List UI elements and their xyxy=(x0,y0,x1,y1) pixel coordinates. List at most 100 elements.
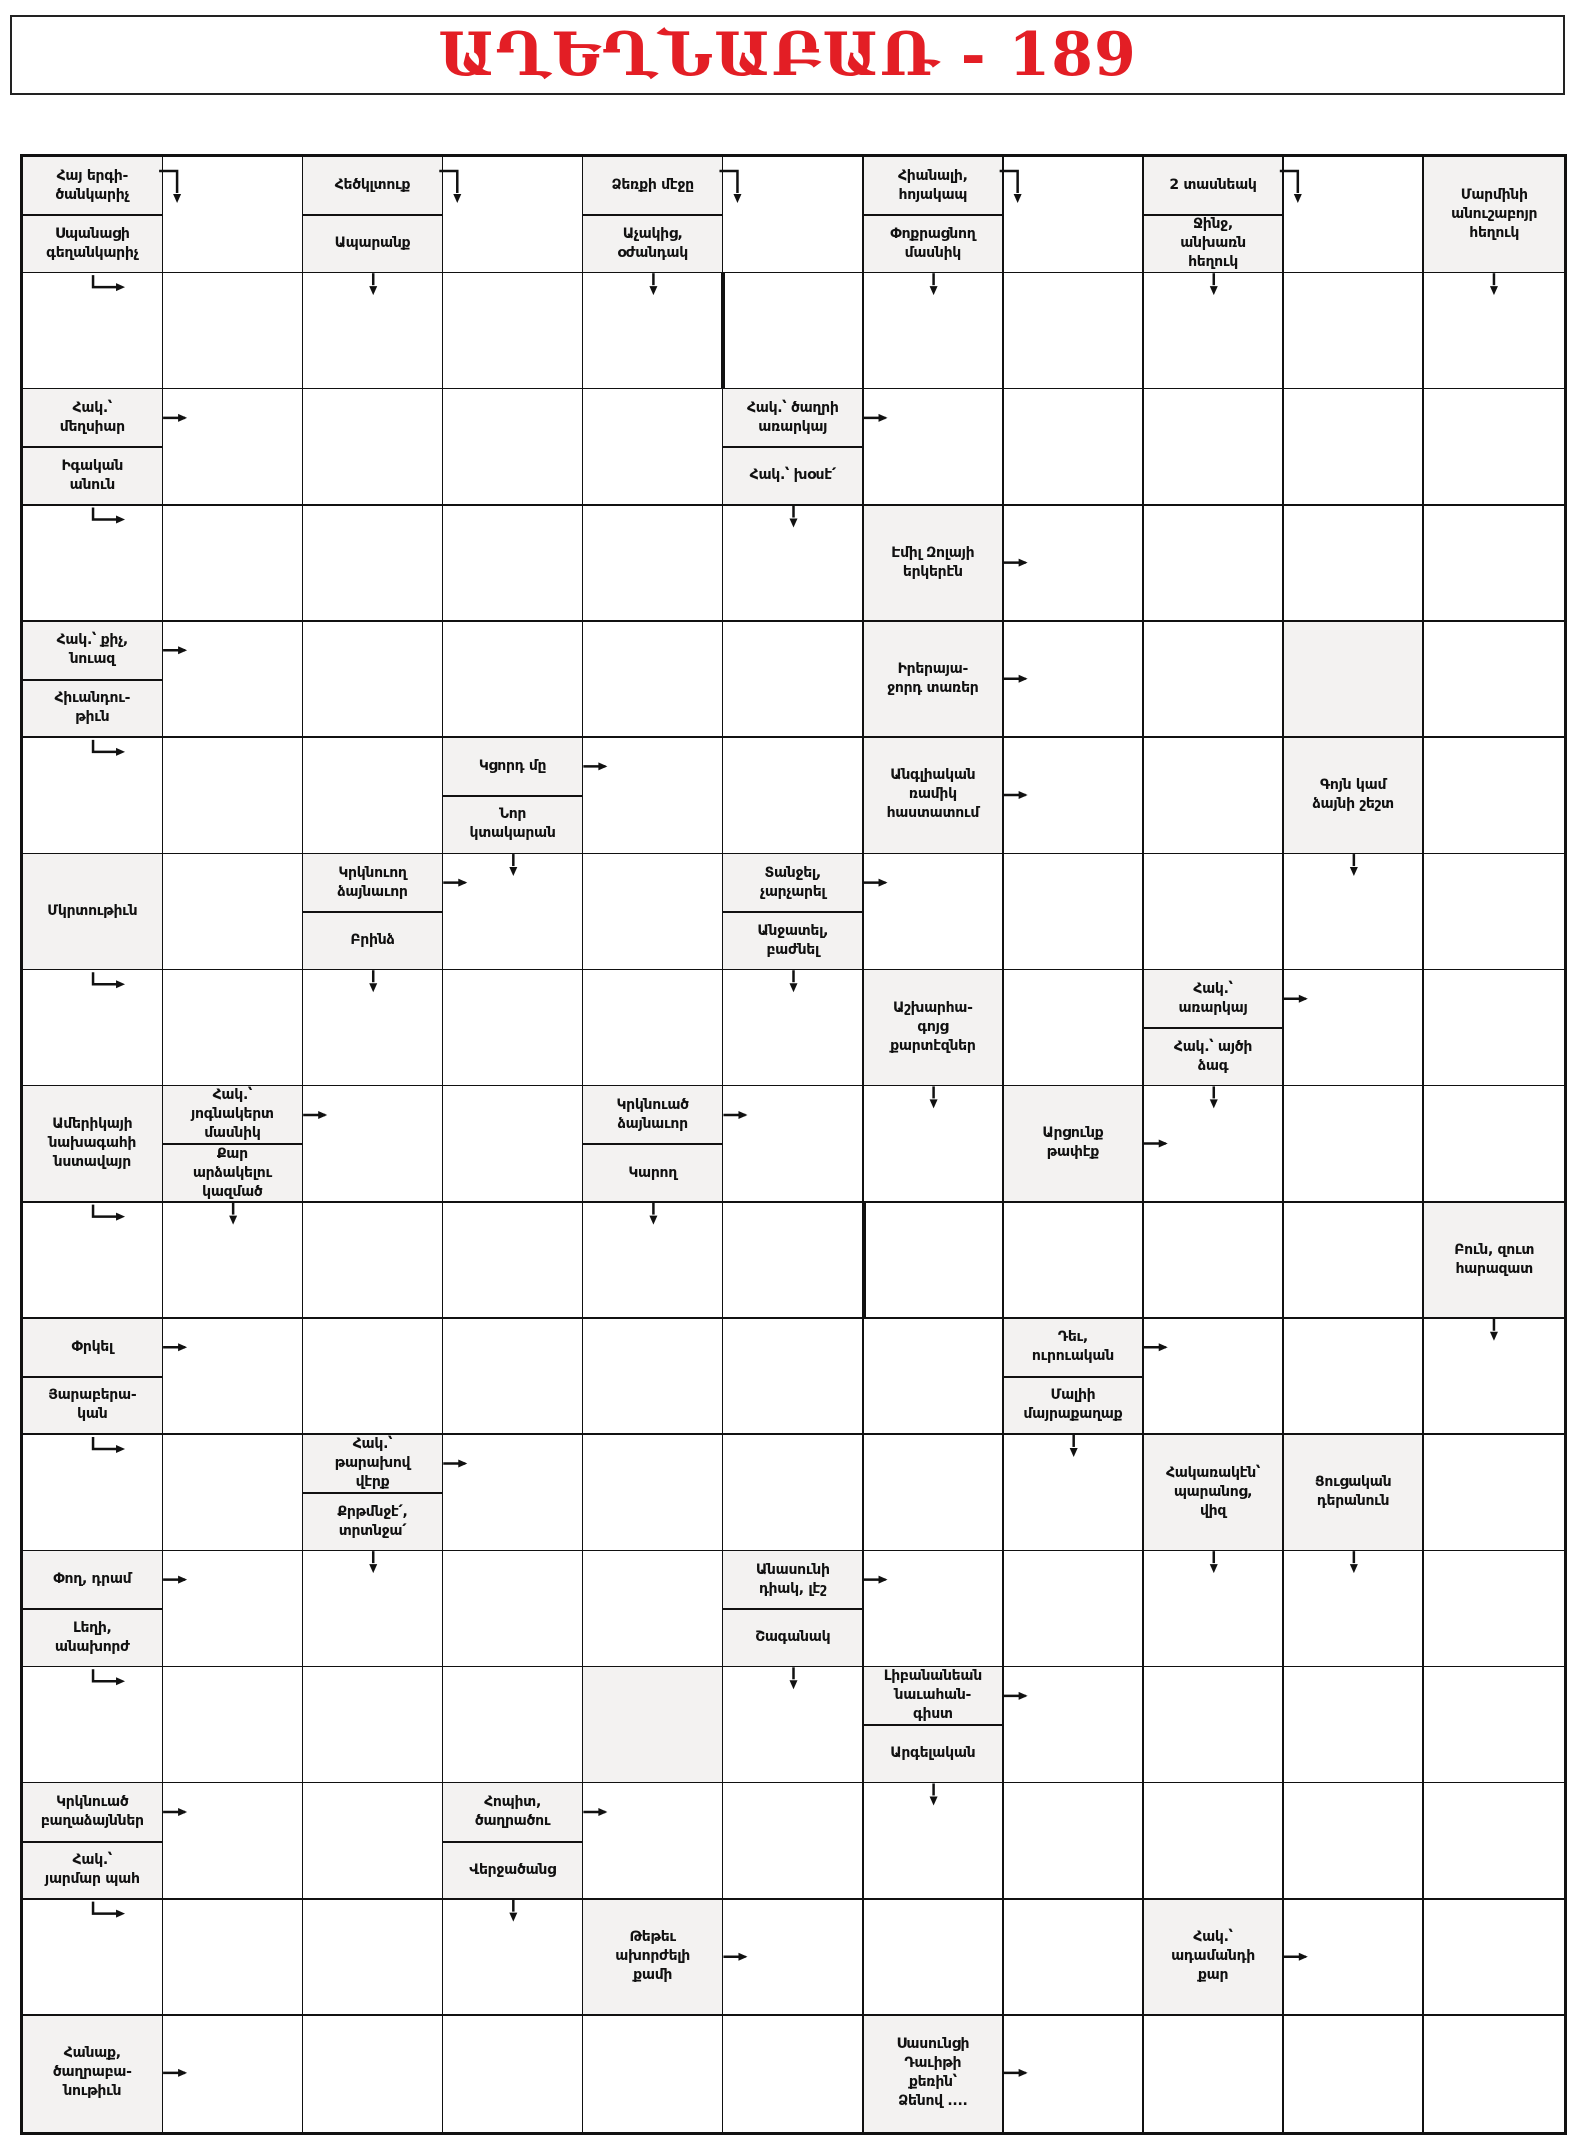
answer-cell[interactable] xyxy=(163,2015,304,2133)
answer-cell[interactable] xyxy=(163,970,304,1087)
answer-cell[interactable] xyxy=(1143,1202,1285,1320)
answer-cell[interactable] xyxy=(23,505,164,623)
answer-cell[interactable] xyxy=(443,1086,584,1204)
answer-cell[interactable] xyxy=(303,1318,444,1436)
answer-cell[interactable] xyxy=(443,1202,584,1320)
answer-cell[interactable] xyxy=(443,157,584,274)
answer-cell[interactable] xyxy=(23,970,164,1087)
answer-cell[interactable] xyxy=(583,1551,724,1668)
answer-cell[interactable] xyxy=(163,389,304,507)
answer-cell[interactable] xyxy=(863,854,1005,971)
answer-cell[interactable] xyxy=(163,1318,304,1436)
answer-cell[interactable] xyxy=(443,273,584,390)
answer-cell[interactable] xyxy=(1143,1086,1285,1204)
answer-cell[interactable] xyxy=(863,1551,1005,1668)
answer-cell[interactable] xyxy=(23,1899,164,2017)
answer-cell[interactable] xyxy=(1423,621,1565,739)
answer-cell[interactable] xyxy=(303,505,444,623)
answer-cell[interactable] xyxy=(1283,2015,1425,2133)
answer-cell[interactable] xyxy=(303,389,444,507)
answer-cell[interactable] xyxy=(163,1434,304,1552)
answer-cell[interactable] xyxy=(1283,1202,1425,1320)
answer-cell[interactable] xyxy=(583,1318,724,1436)
answer-cell[interactable] xyxy=(1423,854,1565,971)
answer-cell[interactable] xyxy=(1003,737,1145,855)
answer-cell[interactable] xyxy=(723,1318,865,1436)
answer-cell[interactable] xyxy=(863,1899,1005,2017)
answer-cell[interactable] xyxy=(1143,1318,1285,1436)
answer-cell[interactable] xyxy=(163,621,304,739)
answer-cell[interactable] xyxy=(1143,389,1285,507)
answer-cell[interactable] xyxy=(303,2015,444,2133)
answer-cell[interactable] xyxy=(1423,1899,1565,2017)
answer-cell[interactable] xyxy=(723,1899,865,2017)
answer-cell[interactable] xyxy=(723,621,865,739)
answer-cell[interactable] xyxy=(1003,2015,1145,2133)
answer-cell[interactable] xyxy=(1143,621,1285,739)
answer-cell[interactable] xyxy=(723,1434,865,1552)
answer-cell[interactable] xyxy=(1283,505,1425,623)
answer-cell[interactable] xyxy=(443,854,584,971)
answer-cell[interactable] xyxy=(1283,1318,1425,1436)
answer-cell[interactable] xyxy=(163,1551,304,1668)
answer-cell[interactable] xyxy=(1143,737,1285,855)
answer-cell[interactable] xyxy=(1283,1899,1425,2017)
answer-cell[interactable] xyxy=(1283,1086,1425,1204)
answer-cell[interactable] xyxy=(723,1783,865,1901)
answer-cell[interactable] xyxy=(723,1667,865,1784)
answer-cell[interactable] xyxy=(863,1318,1005,1436)
answer-cell[interactable] xyxy=(443,389,584,507)
answer-cell[interactable] xyxy=(1283,970,1425,1087)
answer-cell[interactable] xyxy=(1143,2015,1285,2133)
answer-cell[interactable] xyxy=(1003,621,1145,739)
answer-cell[interactable] xyxy=(723,2015,865,2133)
answer-cell[interactable] xyxy=(303,970,444,1087)
answer-cell[interactable] xyxy=(723,273,865,390)
answer-cell[interactable] xyxy=(583,1783,724,1901)
answer-cell[interactable] xyxy=(1283,1783,1425,1901)
answer-cell[interactable] xyxy=(863,273,1005,390)
answer-cell[interactable] xyxy=(443,1318,584,1436)
answer-cell[interactable] xyxy=(1283,389,1425,507)
answer-cell[interactable] xyxy=(303,1551,444,1668)
answer-cell[interactable] xyxy=(1003,1667,1145,1784)
answer-cell[interactable] xyxy=(1003,1899,1145,2017)
answer-cell[interactable] xyxy=(163,1899,304,2017)
answer-cell[interactable] xyxy=(1283,1551,1425,1668)
answer-cell[interactable] xyxy=(443,970,584,1087)
answer-cell[interactable] xyxy=(163,854,304,971)
answer-cell[interactable] xyxy=(1143,1783,1285,1901)
answer-cell[interactable] xyxy=(163,1783,304,1901)
answer-cell[interactable] xyxy=(1003,505,1145,623)
answer-cell[interactable] xyxy=(1423,389,1565,507)
answer-cell[interactable] xyxy=(163,505,304,623)
answer-cell[interactable] xyxy=(1283,1667,1425,1784)
answer-cell[interactable] xyxy=(1423,1318,1565,1436)
answer-cell[interactable] xyxy=(303,621,444,739)
answer-cell[interactable] xyxy=(163,1202,304,1320)
answer-cell[interactable] xyxy=(583,737,724,855)
answer-cell[interactable] xyxy=(303,737,444,855)
answer-cell[interactable] xyxy=(1423,1434,1565,1552)
answer-cell[interactable] xyxy=(23,737,164,855)
answer-cell[interactable] xyxy=(583,1202,724,1320)
answer-cell[interactable] xyxy=(1143,1551,1285,1668)
answer-cell[interactable] xyxy=(583,389,724,507)
answer-cell[interactable] xyxy=(23,1667,164,1784)
answer-cell[interactable] xyxy=(863,1783,1005,1901)
answer-cell[interactable] xyxy=(1423,1086,1565,1204)
answer-cell[interactable] xyxy=(443,1667,584,1784)
answer-cell[interactable] xyxy=(583,1434,724,1552)
answer-cell[interactable] xyxy=(443,621,584,739)
answer-cell[interactable] xyxy=(723,157,865,274)
answer-cell[interactable] xyxy=(1283,157,1425,274)
answer-cell[interactable] xyxy=(303,273,444,390)
answer-cell[interactable] xyxy=(1003,389,1145,507)
answer-cell[interactable] xyxy=(583,970,724,1087)
answer-cell[interactable] xyxy=(583,854,724,971)
answer-cell[interactable] xyxy=(1283,273,1425,390)
answer-cell[interactable] xyxy=(443,1899,584,2017)
answer-cell[interactable] xyxy=(1143,854,1285,971)
answer-cell[interactable] xyxy=(1003,273,1145,390)
answer-cell[interactable] xyxy=(1003,1551,1145,1668)
